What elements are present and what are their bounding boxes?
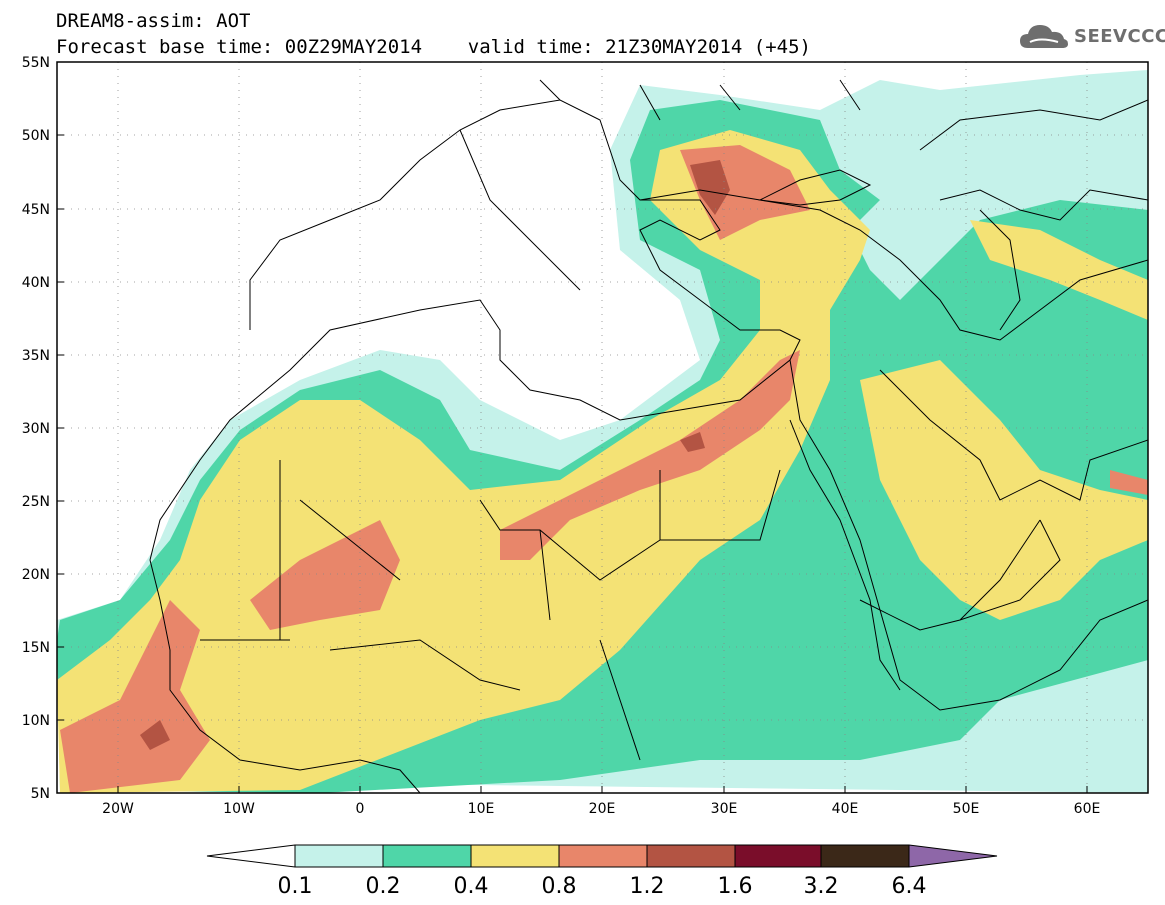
colorbar-segment: [559, 845, 647, 867]
lat-tick-label: 10N: [22, 713, 50, 729]
lat-tick-label: 30N: [22, 421, 50, 437]
lon-tick-label: 10E: [468, 801, 495, 817]
chart-title: DREAM8-assim: AOT: [56, 10, 251, 32]
lat-tick-label: 5N: [31, 786, 50, 802]
colorbar-segment: [383, 845, 471, 867]
colorbar-segment: [295, 845, 383, 867]
lat-tick-label: 25N: [22, 494, 50, 510]
colorbar-segment: [735, 845, 821, 867]
colorbar-segment: [821, 845, 909, 867]
colorbar-segment: [647, 845, 735, 867]
colorbar-segment: [471, 845, 559, 867]
aot-field: [57, 62, 1148, 793]
colorbar-label: 1.2: [630, 874, 665, 899]
lat-tick-label: 55N: [22, 55, 50, 71]
lon-tick-label: 10W: [223, 801, 255, 817]
colorbar-label: 0.2: [366, 874, 401, 899]
lon-tick-label: 60E: [1074, 801, 1101, 817]
grid-lines: [57, 62, 1148, 793]
colorbar-label: 6.4: [892, 874, 927, 899]
lat-tick-label: 40N: [22, 275, 50, 291]
chart-subtitle: Forecast base time: 00Z29MAY2014 valid t…: [56, 36, 811, 58]
lon-tick-label: 20W: [102, 801, 134, 817]
lat-tick-label: 45N: [22, 202, 50, 218]
seevccc-logo: SEEVCCC: [1018, 20, 1165, 54]
lon-tick-label: 50E: [953, 801, 980, 817]
lat-tick-label: 50N: [22, 128, 50, 144]
lat-tick-label: 20N: [22, 567, 50, 583]
colorbar-label: 1.6: [718, 874, 753, 899]
axis-ticks: [57, 61, 1088, 794]
lon-tick-label: 20E: [589, 801, 616, 817]
lon-tick-label: 30E: [711, 801, 738, 817]
colorbar: 0.1 0.2 0.4 0.8 1.2 1.6 3.2 6.4: [206, 844, 998, 899]
lon-tick-label: 40E: [832, 801, 859, 817]
lat-tick-label: 15N: [22, 640, 50, 656]
colorbar-label: 3.2: [804, 874, 839, 899]
coastlines: [149, 79, 1148, 793]
colorbar-segment: [909, 845, 997, 867]
cloud-icon: [1020, 25, 1068, 48]
lat-tick-label: 35N: [22, 348, 50, 364]
colorbar-label: 0.1: [278, 874, 313, 899]
lon-tick-label: 0: [356, 801, 365, 817]
colorbar-segment: [207, 845, 295, 867]
colorbar-label: 0.4: [454, 874, 489, 899]
logo-text: SEEVCCC: [1074, 26, 1165, 47]
colorbar-label: 0.8: [542, 874, 577, 899]
